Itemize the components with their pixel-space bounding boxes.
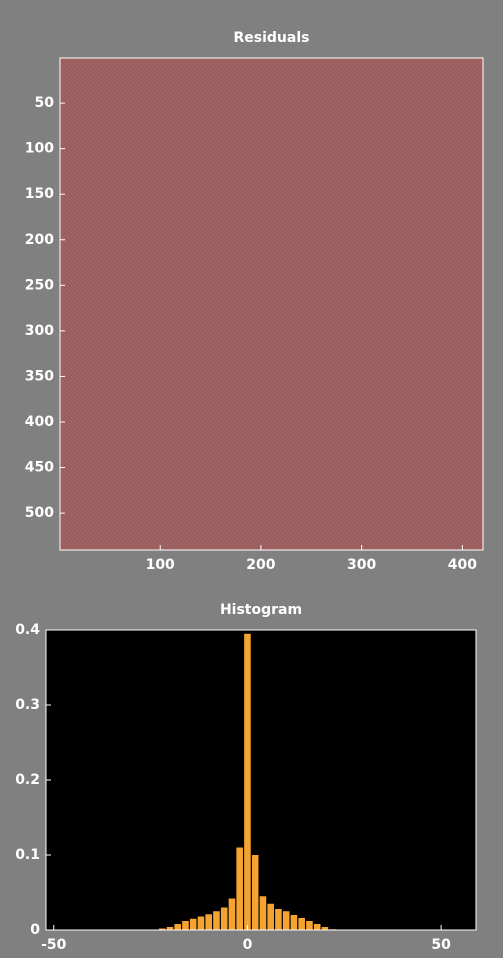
bar xyxy=(260,896,267,930)
y-tick-label: 250 xyxy=(25,277,54,293)
bar xyxy=(306,921,313,930)
bar xyxy=(236,848,243,931)
y-tick-label: 150 xyxy=(25,186,54,202)
y-tick-label: 200 xyxy=(25,232,54,248)
chart-title: Residuals xyxy=(234,30,310,46)
bar xyxy=(298,918,305,930)
bar xyxy=(291,915,298,930)
bar xyxy=(205,914,212,930)
y-tick-label: 450 xyxy=(25,460,54,476)
x-tick-label: 100 xyxy=(146,557,175,573)
x-tick-label: 400 xyxy=(448,557,477,573)
y-tick-label: 50 xyxy=(35,95,55,111)
y-tick-label: 0 xyxy=(30,922,40,938)
bar xyxy=(221,908,228,931)
figure: Residuals 100 200 300 400 50 100 150 200 250 300 35… xyxy=(0,0,503,958)
y-tick-label: 0.3 xyxy=(15,697,40,713)
y-tick-label: 0.2 xyxy=(15,772,40,788)
bar xyxy=(182,921,189,930)
bar xyxy=(283,911,290,930)
bar xyxy=(252,855,259,930)
image-texture xyxy=(60,58,483,550)
x-tick-label: 300 xyxy=(347,557,376,573)
y-tick-label: 500 xyxy=(25,505,54,521)
bar xyxy=(267,904,274,930)
y-tick-label: 300 xyxy=(25,323,54,339)
page: Residuals 100 200 300 400 50 100 150 200 250 300 35… xyxy=(0,0,503,958)
bar xyxy=(198,917,205,931)
y-tick-label: 0.4 xyxy=(15,622,40,638)
y-tick-label: 0.1 xyxy=(15,847,40,863)
bar xyxy=(174,924,181,930)
x-tick-label: 50 xyxy=(431,937,451,953)
y-tick-label: 350 xyxy=(25,368,54,384)
bar xyxy=(213,911,220,930)
bar xyxy=(314,924,321,930)
bar xyxy=(190,919,197,930)
y-tick-label: 400 xyxy=(25,414,54,430)
x-tick-label: 0 xyxy=(243,937,253,953)
bar xyxy=(229,899,236,931)
chart-title: Histogram xyxy=(220,602,302,618)
bar xyxy=(244,634,251,930)
y-tick-label: 100 xyxy=(25,141,54,157)
bar xyxy=(275,909,282,930)
x-tick-label: 200 xyxy=(246,557,275,573)
plot-background xyxy=(46,630,476,930)
x-tick-label: -50 xyxy=(41,937,67,953)
